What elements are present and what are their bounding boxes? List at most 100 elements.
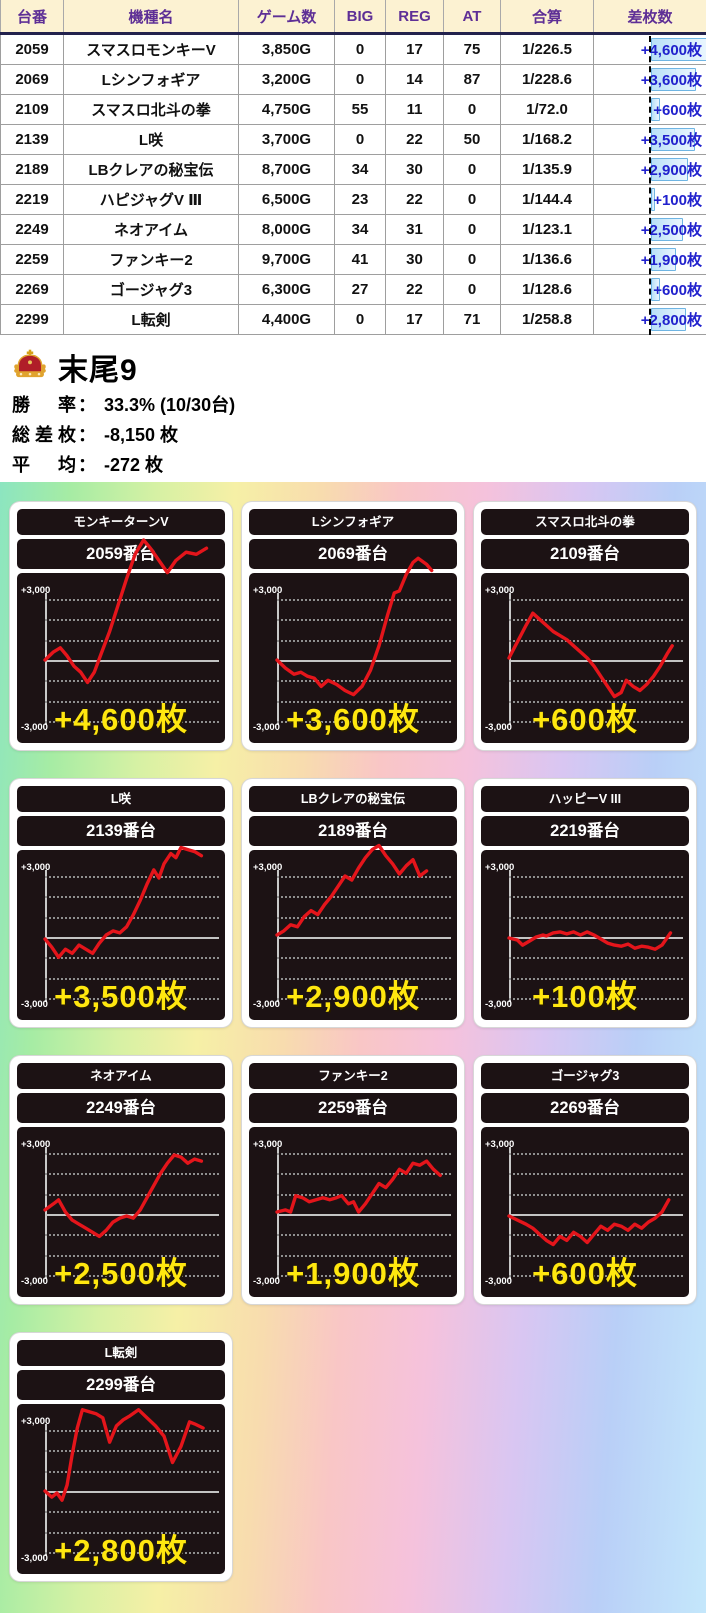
cell-rate[interactable]: 1/228.6 [500,64,594,95]
cell-big[interactable]: 41 [334,244,386,275]
cell-reg[interactable]: 14 [385,64,444,95]
graph-plot: +3,000 -3,000 +600枚 [481,573,689,743]
cell-unit-number[interactable]: 2059 [0,33,64,65]
cell-at[interactable]: 0 [443,274,501,305]
cell-big[interactable]: 0 [334,304,386,335]
column-header-4: REG [385,0,444,35]
cell-games[interactable]: 4,400G [238,304,335,335]
cell-big[interactable]: 34 [334,154,386,185]
cell-rate[interactable]: 1/136.6 [500,244,594,275]
cell-big[interactable]: 27 [334,274,386,305]
cell-rate[interactable]: 1/258.8 [500,304,594,335]
cell-machine-name[interactable]: ファンキー2 [63,244,239,275]
cell-diff[interactable]: +3,600枚 [593,64,706,95]
cell-diff[interactable]: +100枚 [593,184,706,215]
cell-diff[interactable]: +2,500枚 [593,214,706,245]
cell-big[interactable]: 55 [334,94,386,125]
cell-machine-name[interactable]: スマスロ北斗の拳 [63,94,239,125]
axis-label-top: +3,000 [21,862,51,873]
table-row: 2059 スマスロモンキーV 3,850G 0 17 75 1/226.5 +4,600枚 [0,33,706,65]
cell-big[interactable]: 0 [334,33,386,65]
summary-stats: 勝率： 33.3% (10/30台) 総差枚： -8,150 枚平均： -272 枚 [12,389,706,479]
cell-at[interactable]: 0 [443,94,501,125]
cell-reg[interactable]: 22 [385,184,444,215]
cell-machine-name[interactable]: L転剣 [63,304,239,335]
axis-label-top: +3,000 [253,585,283,596]
zero-line [277,937,451,939]
cell-big[interactable]: 0 [334,64,386,95]
cell-machine-name[interactable]: ゴージャグ3 [63,274,239,305]
cell-games[interactable]: 8,000G [238,214,335,245]
diff-value: +1,900枚 [640,252,702,269]
cell-at[interactable]: 0 [443,244,501,275]
graph-card: スマスロ北斗の拳 2109番台 +3,000 -3,000 +600枚 [474,502,696,750]
cell-games[interactable]: 3,850G [238,33,335,65]
cell-unit-number[interactable]: 2109 [0,94,64,125]
cell-reg[interactable]: 31 [385,214,444,245]
cell-games[interactable]: 9,700G [238,244,335,275]
diff-data-bar [651,98,660,121]
cell-at[interactable]: 0 [443,184,501,215]
cell-at[interactable]: 0 [443,214,501,245]
gridline [277,1173,451,1176]
cell-diff[interactable]: +3,500枚 [593,124,706,155]
diff-data-bar [651,68,696,91]
cell-games[interactable]: 3,200G [238,64,335,95]
cell-reg[interactable]: 11 [385,94,444,125]
cell-unit-number[interactable]: 2299 [0,304,64,335]
cell-diff[interactable]: +4,600枚 [593,33,706,65]
cell-games[interactable]: 6,300G [238,274,335,305]
cell-games[interactable]: 3,700G [238,124,335,155]
cell-diff[interactable]: +600枚 [593,274,706,305]
cell-reg[interactable]: 17 [385,33,444,65]
cell-unit-number[interactable]: 2259 [0,244,64,275]
cell-big[interactable]: 23 [334,184,386,215]
cell-machine-name[interactable]: Lシンフォギア [63,64,239,95]
cell-machine-name[interactable]: ハピジャグV Ⅲ [63,184,239,215]
diff-value-label: +4,600枚 [54,702,188,737]
cell-unit-number[interactable]: 2069 [0,64,64,95]
cell-machine-name[interactable]: L咲 [63,124,239,155]
cell-machine-name[interactable]: LBクレアの秘宝伝 [63,154,239,185]
cell-big[interactable]: 34 [334,214,386,245]
cell-unit-number[interactable]: 2189 [0,154,64,185]
cell-diff[interactable]: +2,900枚 [593,154,706,185]
cell-games[interactable]: 6,500G [238,184,335,215]
cell-machine-name[interactable]: スマスロモンキーV [63,33,239,65]
cell-rate[interactable]: 1/128.6 [500,274,594,305]
cell-rate[interactable]: 1/168.2 [500,124,594,155]
cell-rate[interactable]: 1/144.4 [500,184,594,215]
cell-reg[interactable]: 22 [385,274,444,305]
cell-at[interactable]: 50 [443,124,501,155]
table-row: 2299 L転剣 4,400G 0 17 71 1/258.8 +2,800枚 [0,304,706,335]
cell-at[interactable]: 75 [443,33,501,65]
cell-unit-number[interactable]: 2249 [0,214,64,245]
cell-at[interactable]: 0 [443,154,501,185]
cell-diff[interactable]: +2,800枚 [593,304,706,335]
cell-rate[interactable]: 1/72.0 [500,94,594,125]
cell-reg[interactable]: 22 [385,124,444,155]
cell-machine-name[interactable]: ネオアイム [63,214,239,245]
cell-big[interactable]: 0 [334,124,386,155]
card-machine-name: ネオアイム [17,1063,225,1089]
cell-reg[interactable]: 17 [385,304,444,335]
cell-unit-number[interactable]: 2139 [0,124,64,155]
diff-value-label: +2,800枚 [54,1533,188,1568]
cell-unit-number[interactable]: 2269 [0,274,64,305]
cell-diff[interactable]: +1,900枚 [593,244,706,275]
cell-rate[interactable]: 1/226.5 [500,33,594,65]
cell-games[interactable]: 8,700G [238,154,335,185]
cell-unit-number[interactable]: 2219 [0,184,64,215]
results-table-wrap: 台番 機種名 ゲーム数 BIG REG AT 合算 差枚数 2059 スマスロモンキーV 3,85… [0,0,706,335]
cell-rate[interactable]: 1/123.1 [500,214,594,245]
cell-at[interactable]: 87 [443,64,501,95]
graph-card: L転剣 2299番台 +3,000 -3,000 +2,800枚 [10,1333,232,1581]
axis-label-top: +3,000 [485,1139,515,1150]
cell-reg[interactable]: 30 [385,244,444,275]
cell-diff[interactable]: +600枚 [593,94,706,125]
cell-rate[interactable]: 1/135.9 [500,154,594,185]
cell-games[interactable]: 4,750G [238,94,335,125]
table-row: 2259 ファンキー2 9,700G 41 30 0 1/136.6 +1,900枚 [0,244,706,275]
cell-reg[interactable]: 30 [385,154,444,185]
cell-at[interactable]: 71 [443,304,501,335]
